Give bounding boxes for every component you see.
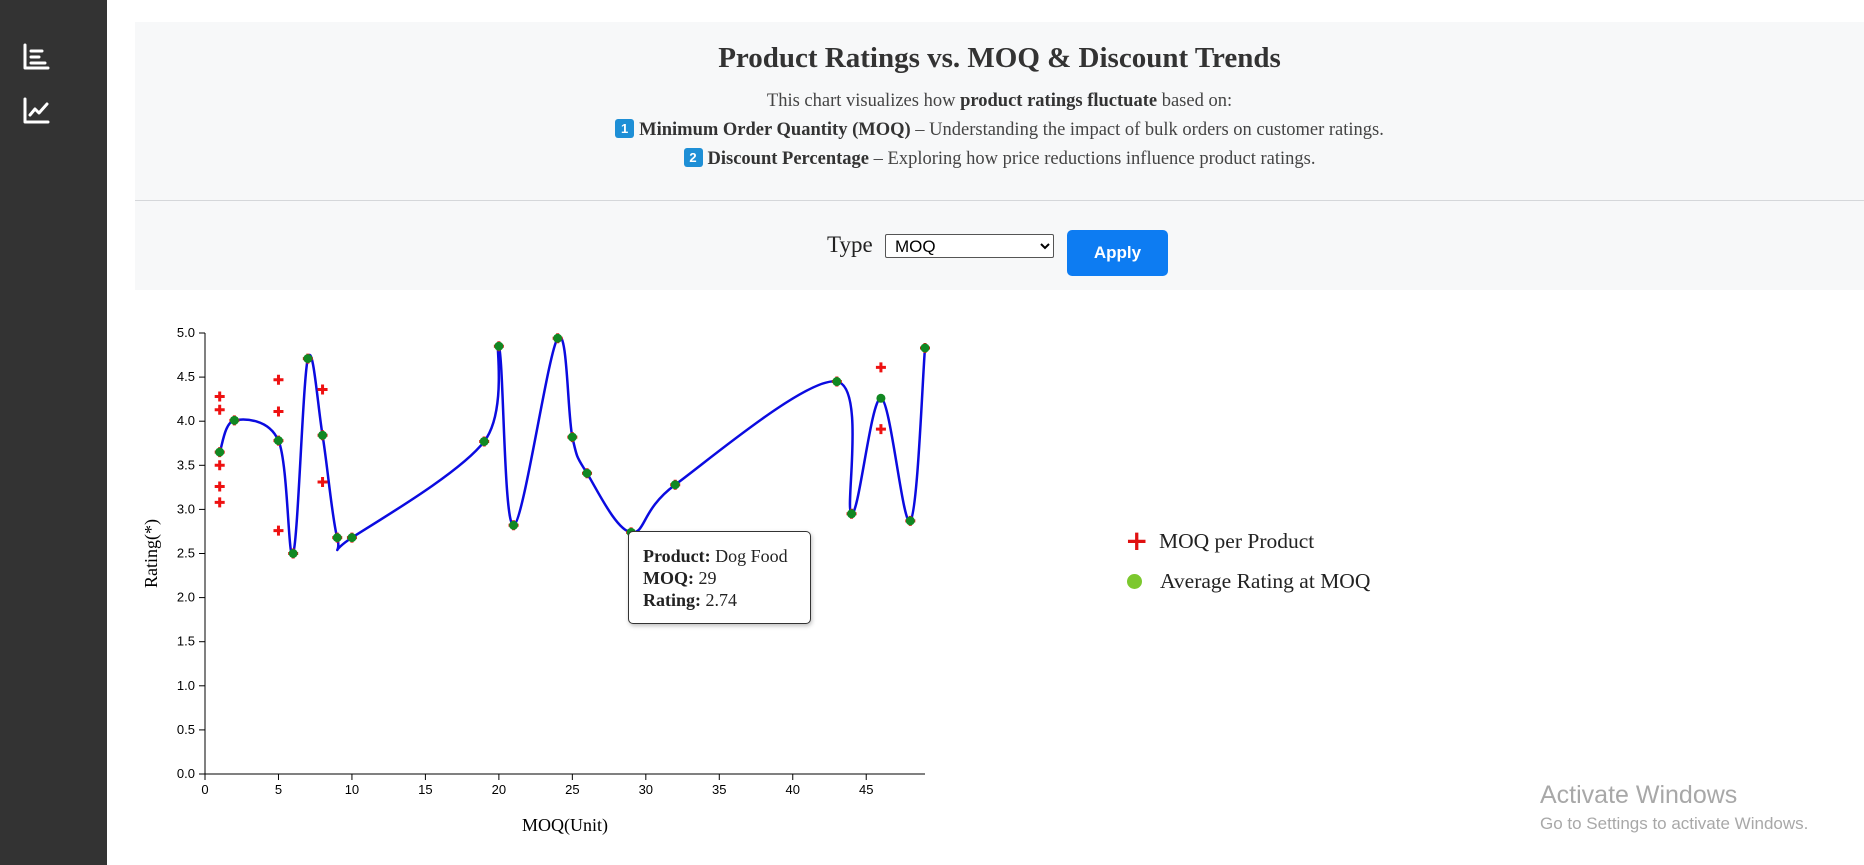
line-chart-icon[interactable] [21, 96, 51, 126]
y-tick-label: 4.0 [177, 413, 195, 428]
x-tick-label: 45 [859, 782, 873, 797]
average-rating-point [318, 430, 328, 440]
product-point [875, 362, 886, 373]
tooltip-rating-label: Rating: [643, 590, 701, 610]
x-tick-label: 10 [345, 782, 359, 797]
product-point [317, 384, 328, 395]
number-2-badge: 2 [683, 148, 703, 167]
average-rating-point [905, 516, 915, 526]
dot-marker-icon [1127, 573, 1142, 589]
activation-watermark: Activate Windows Go to Settings to activ… [1540, 781, 1808, 834]
average-rating-point [332, 533, 342, 543]
description-point-2: 2 Discount Percentage – Exploring how pri… [135, 145, 1864, 174]
y-axis-label: Rating(*) [141, 519, 162, 588]
type-label: Type [827, 232, 873, 257]
sidebar [0, 0, 107, 865]
product-point [875, 424, 886, 435]
tooltip-product-value: Dog Food [710, 546, 788, 566]
description-text-end: based on: [1157, 91, 1233, 111]
average-rating-point [303, 354, 313, 364]
tooltip-rating: Rating: 2.74 [643, 589, 796, 611]
y-tick-label: 2.5 [177, 546, 195, 561]
description-point-1: 1 Minimum Order Quantity (MOQ) – Understa… [135, 116, 1864, 145]
average-rating-point [553, 333, 563, 343]
product-point [214, 460, 225, 471]
y-tick-label: 3.5 [177, 457, 195, 472]
rating-chart: 0.0 0.5 1.0 1.5 2.0 2.5 3.0 3.5 4.0 4.5 5.0 0 5 10 15 2… [141, 325, 930, 836]
point-2-title: Discount Percentage [707, 149, 870, 169]
average-rating-point [509, 520, 519, 530]
x-tick-label: 20 [492, 782, 506, 797]
description-intro: This chart visualizes how product rating… [135, 87, 1864, 116]
x-tick-label: 35 [712, 782, 726, 797]
x-tick-label: 5 [275, 782, 282, 797]
x-tick-label: 15 [418, 782, 432, 797]
plus-marker-icon: + [1125, 524, 1149, 557]
y-tick-label: 0.0 [177, 766, 195, 781]
x-tick-label: 0 [201, 782, 208, 797]
y-tick-label: 1.0 [177, 678, 195, 693]
legend-item-average-rating[interactable]: Average Rating at MOQ [1125, 561, 1370, 601]
average-rating-point [832, 377, 842, 387]
product-point [214, 497, 225, 508]
header-panel: Product Ratings vs. MOQ & Discount Trend… [135, 22, 1864, 201]
chart-legend: + MOQ per Product Average Rating at MOQ [1125, 521, 1370, 601]
average-rating-point [494, 341, 504, 351]
tooltip-product-label: Product: [643, 546, 711, 566]
tooltip-moq-label: MOQ: [643, 568, 694, 588]
x-tick-label: 40 [786, 782, 800, 797]
product-point [273, 406, 284, 417]
apply-button[interactable]: Apply [1067, 230, 1168, 276]
product-point [214, 391, 225, 402]
average-rating-point [920, 343, 930, 353]
x-axis-label: MOQ(Unit) [522, 815, 608, 836]
product-point [214, 404, 225, 415]
average-rating-point [670, 480, 680, 490]
tooltip-moq-value: 29 [694, 568, 717, 588]
bar-chart-icon[interactable] [21, 42, 51, 72]
average-rating-line [218, 335, 927, 556]
average-rating-point [215, 447, 225, 457]
watermark-subtitle: Go to Settings to activate Windows. [1540, 814, 1809, 833]
legend-item-moq-per-product[interactable]: + MOQ per Product [1125, 521, 1370, 561]
y-tick-label: 3.0 [177, 501, 195, 516]
legend-label-moq-per-product: MOQ per Product [1159, 528, 1315, 553]
average-rating-point [347, 533, 357, 543]
description-text: This chart visualizes how [766, 91, 961, 111]
point-2-text: – Exploring how price reductions influen… [869, 149, 1316, 169]
page-title: Product Ratings vs. MOQ & Discount Trend… [718, 42, 1281, 74]
product-point [273, 374, 284, 385]
average-rating-point [567, 432, 577, 442]
watermark-title: Activate Windows [1540, 781, 1738, 809]
tooltip-product: Product: Dog Food [643, 545, 796, 567]
controls-panel: Type MOQ Apply [135, 201, 1864, 290]
y-tick-label: 2.0 [177, 590, 195, 605]
tooltip-moq: MOQ: 29 [643, 567, 796, 589]
y-tick-label: 1.5 [177, 634, 195, 649]
average-rating-point [273, 436, 283, 446]
tooltip-rating-value: 2.74 [701, 590, 738, 610]
description-emphasis: product ratings fluctuate [960, 91, 1158, 111]
product-point [317, 477, 328, 488]
product-point [214, 481, 225, 492]
chart-description: This chart visualizes how product rating… [135, 87, 1864, 174]
y-tick-label: 4.5 [177, 369, 195, 384]
average-rating-point [582, 468, 592, 478]
number-1-badge: 1 [615, 119, 635, 138]
average-rating-point [229, 415, 239, 425]
product-point [273, 525, 284, 536]
average-rating-point [479, 436, 489, 446]
average-rating-point [876, 393, 886, 403]
chart-tooltip: Product: Dog Food MOQ: 29 Rating: 2.74 [628, 531, 811, 624]
y-tick-label: 5.0 [177, 325, 195, 340]
type-select[interactable]: MOQ [885, 234, 1054, 258]
x-tick-label: 25 [565, 782, 579, 797]
legend-label-average-rating: Average Rating at MOQ [1160, 568, 1371, 593]
x-tick-label: 30 [639, 782, 653, 797]
point-1-text: – Understanding the impact of bulk order… [910, 120, 1384, 140]
average-rating-point [847, 509, 857, 519]
point-1-title: Minimum Order Quantity (MOQ) [639, 120, 911, 140]
average-rating-point [288, 549, 298, 558]
y-tick-label: 0.5 [177, 722, 195, 737]
